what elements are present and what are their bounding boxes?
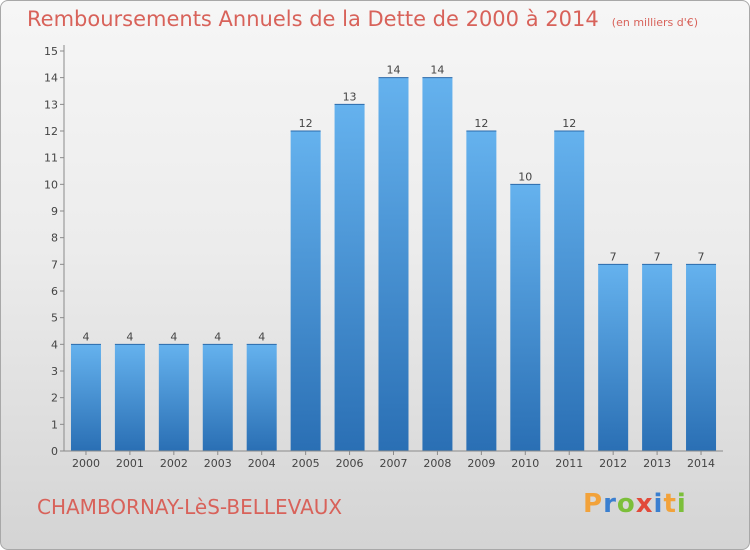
bar-value-label: 12: [474, 117, 488, 130]
bar-value-label: 7: [610, 250, 617, 263]
bar: [202, 344, 233, 451]
chart-title: Remboursements Annuels de la Dette de 20…: [27, 7, 599, 31]
y-tick-label: 8: [51, 232, 58, 245]
x-axis: 2000 2001 2002 2003 2004 2005 2006 2007 2008 2009…: [64, 450, 723, 470]
bar-value-label: 7: [698, 250, 705, 263]
y-tick-label: 10: [44, 178, 58, 191]
bar-value-label: 12: [562, 117, 576, 130]
bar: [422, 77, 453, 452]
chart-subtitle: (en milliers d'€): [611, 16, 699, 29]
y-tick-label: 3: [51, 365, 58, 378]
x-tick-label: 2006: [336, 457, 364, 470]
proxiti-logo-letter: i: [676, 489, 687, 519]
bar: [334, 104, 365, 451]
bar: [114, 344, 145, 451]
proxiti-logo: Proxiti: [583, 489, 687, 519]
bar-value-label: 12: [299, 117, 313, 130]
proxiti-logo-letter: x: [635, 489, 654, 519]
bar: [70, 344, 101, 451]
y-tick-label: 5: [51, 312, 58, 325]
x-tick-label: 2001: [116, 457, 144, 470]
bar: [466, 131, 497, 451]
bar-value-label: 13: [343, 90, 357, 103]
bars: 4 4 4 4 4 12 13 14 14 12 10 12 7 7 7: [70, 64, 717, 452]
proxiti-logo-letter: o: [616, 489, 636, 519]
bar: [158, 344, 189, 451]
bar-value-label: 7: [654, 250, 661, 263]
y-tick-label: 14: [44, 72, 58, 85]
x-tick-label: 2010: [511, 457, 539, 470]
y-tick-label: 13: [44, 98, 58, 111]
bar: [686, 264, 717, 451]
y-tick-label: 12: [44, 125, 58, 138]
x-tick-label: 2004: [248, 457, 276, 470]
x-tick-label: 2003: [204, 457, 232, 470]
commune-name: CHAMBORNAY-LèS-BELLEVAUX: [37, 495, 343, 519]
bar: [598, 264, 629, 451]
y-tick-label: 0: [51, 445, 58, 458]
bar-value-label: 4: [82, 330, 89, 343]
proxiti-logo-letter: i: [653, 489, 664, 519]
bar: [554, 131, 585, 451]
bar: [510, 184, 541, 452]
title-row: Remboursements Annuels de la Dette de 20…: [27, 7, 698, 31]
bar-value-label: 4: [258, 330, 265, 343]
y-tick-label: 1: [51, 418, 58, 431]
x-tick-label: 2000: [72, 457, 100, 470]
y-tick-label: 7: [51, 258, 58, 271]
x-tick-label: 2009: [467, 457, 495, 470]
bar: [378, 77, 409, 452]
y-tick-label: 15: [44, 45, 58, 58]
x-tick-label: 2011: [555, 457, 583, 470]
x-tick-label: 2002: [160, 457, 188, 470]
y-tick-label: 4: [51, 338, 58, 351]
bar: [290, 131, 321, 451]
bar-value-label: 14: [387, 64, 401, 77]
x-tick-label: 2005: [292, 457, 320, 470]
bar-value-label: 4: [126, 330, 133, 343]
proxiti-logo-letter: r: [603, 489, 617, 519]
x-tick-label: 2008: [423, 457, 451, 470]
proxiti-logo-letter: P: [583, 489, 604, 519]
x-tick-label: 2007: [380, 457, 408, 470]
y-tick-label: 9: [51, 205, 58, 218]
bar: [246, 344, 277, 451]
bar: [642, 264, 673, 451]
x-tick-label: 2012: [599, 457, 627, 470]
y-tick-label: 6: [51, 285, 58, 298]
proxiti-logo-letter: t: [663, 489, 677, 519]
bar-value-label: 4: [214, 330, 221, 343]
y-tick-label: 2: [51, 392, 58, 405]
y-tick-label: 11: [44, 152, 58, 165]
bar-value-label: 10: [518, 170, 532, 183]
bar-value-label: 14: [430, 64, 444, 77]
x-tick-label: 2014: [687, 457, 715, 470]
bar-value-label: 4: [170, 330, 177, 343]
x-tick-label: 2013: [643, 457, 671, 470]
